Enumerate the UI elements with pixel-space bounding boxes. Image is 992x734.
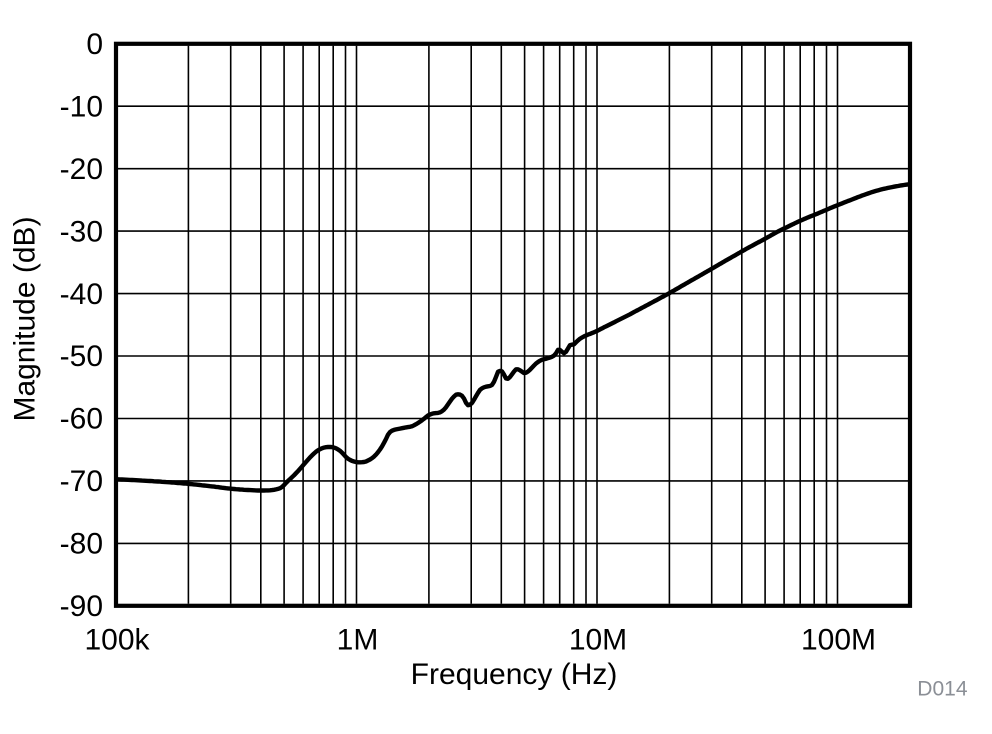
svg-text:-50: -50: [60, 340, 103, 373]
svg-text:100k: 100k: [84, 624, 150, 657]
svg-text:Magnitude (dB): Magnitude (dB): [9, 216, 42, 421]
svg-text:0: 0: [86, 28, 103, 61]
svg-text:-80: -80: [60, 528, 103, 561]
svg-text:-20: -20: [60, 153, 103, 186]
svg-text:100M: 100M: [801, 624, 876, 657]
svg-text:Frequency (Hz): Frequency (Hz): [411, 658, 618, 691]
svg-text:-10: -10: [60, 90, 103, 123]
svg-text:-60: -60: [60, 403, 103, 436]
svg-text:-40: -40: [60, 278, 103, 311]
svg-text:-70: -70: [60, 465, 103, 498]
svg-text:-90: -90: [60, 590, 103, 623]
svg-text:1M: 1M: [337, 624, 379, 657]
svg-text:-30: -30: [60, 215, 103, 248]
svg-text:10M: 10M: [569, 624, 627, 657]
svg-text:D014: D014: [917, 678, 968, 701]
